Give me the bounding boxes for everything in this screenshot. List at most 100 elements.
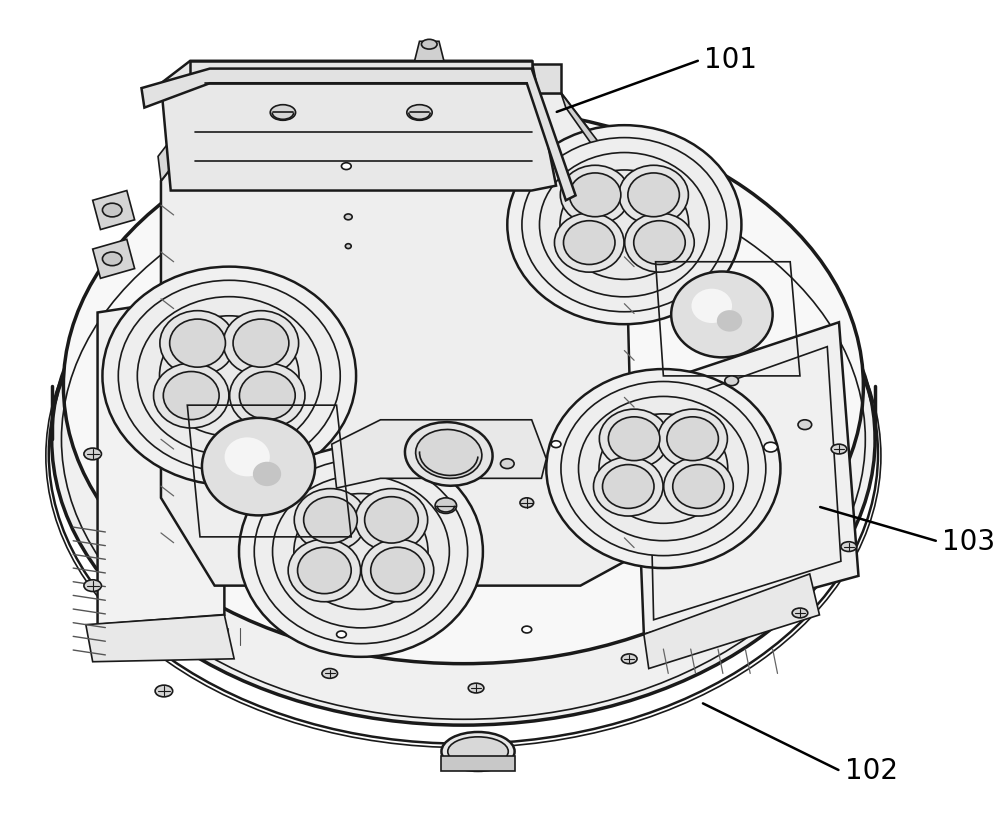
Ellipse shape <box>603 465 654 509</box>
Ellipse shape <box>554 213 624 272</box>
Ellipse shape <box>658 409 727 468</box>
Ellipse shape <box>270 105 296 120</box>
Ellipse shape <box>294 494 428 610</box>
Polygon shape <box>229 63 561 93</box>
Ellipse shape <box>337 631 346 638</box>
Ellipse shape <box>520 498 534 508</box>
Ellipse shape <box>717 310 742 332</box>
Ellipse shape <box>63 108 863 663</box>
Ellipse shape <box>593 457 663 516</box>
Ellipse shape <box>294 489 367 551</box>
Ellipse shape <box>225 437 270 477</box>
Polygon shape <box>98 293 224 625</box>
Ellipse shape <box>619 165 688 225</box>
Ellipse shape <box>634 221 685 264</box>
Ellipse shape <box>273 475 449 628</box>
Polygon shape <box>415 41 444 61</box>
Ellipse shape <box>667 416 718 461</box>
Polygon shape <box>86 615 234 662</box>
Ellipse shape <box>561 382 766 556</box>
Ellipse shape <box>84 448 101 460</box>
Ellipse shape <box>792 608 808 618</box>
Ellipse shape <box>223 310 299 375</box>
Ellipse shape <box>254 459 468 644</box>
Ellipse shape <box>239 371 295 420</box>
Ellipse shape <box>500 458 514 468</box>
Polygon shape <box>644 574 819 668</box>
Ellipse shape <box>441 732 515 771</box>
Ellipse shape <box>435 498 457 514</box>
Ellipse shape <box>841 542 857 551</box>
Polygon shape <box>561 93 634 191</box>
Ellipse shape <box>563 221 615 264</box>
Ellipse shape <box>448 737 508 766</box>
Ellipse shape <box>365 497 418 543</box>
Ellipse shape <box>831 444 847 454</box>
Ellipse shape <box>239 446 483 657</box>
Text: 103: 103 <box>942 528 996 556</box>
Ellipse shape <box>798 420 812 430</box>
Ellipse shape <box>522 137 727 312</box>
Ellipse shape <box>579 397 748 541</box>
Ellipse shape <box>102 252 122 266</box>
Ellipse shape <box>416 430 482 478</box>
Ellipse shape <box>163 371 219 420</box>
Ellipse shape <box>421 40 437 49</box>
Ellipse shape <box>304 497 357 543</box>
Ellipse shape <box>621 654 637 663</box>
Ellipse shape <box>361 539 434 602</box>
Polygon shape <box>441 756 515 771</box>
Ellipse shape <box>233 319 289 367</box>
Ellipse shape <box>691 289 732 323</box>
Ellipse shape <box>154 363 229 428</box>
Ellipse shape <box>230 363 305 428</box>
Ellipse shape <box>539 152 709 297</box>
Ellipse shape <box>664 457 733 516</box>
Ellipse shape <box>725 376 738 386</box>
Polygon shape <box>93 239 135 278</box>
Ellipse shape <box>628 173 679 216</box>
Ellipse shape <box>599 409 669 468</box>
Ellipse shape <box>137 296 321 455</box>
Ellipse shape <box>160 316 299 436</box>
Ellipse shape <box>52 153 875 725</box>
Polygon shape <box>634 323 858 635</box>
Ellipse shape <box>202 418 315 515</box>
Ellipse shape <box>673 465 724 509</box>
Polygon shape <box>161 61 556 191</box>
Ellipse shape <box>671 272 773 357</box>
Ellipse shape <box>407 105 432 120</box>
Ellipse shape <box>322 668 338 678</box>
Ellipse shape <box>468 683 484 693</box>
Ellipse shape <box>160 310 235 375</box>
Ellipse shape <box>551 441 561 448</box>
Ellipse shape <box>522 626 532 633</box>
Ellipse shape <box>560 165 630 225</box>
Ellipse shape <box>625 213 694 272</box>
Ellipse shape <box>405 422 493 486</box>
Ellipse shape <box>170 319 225 367</box>
Ellipse shape <box>345 244 351 249</box>
Ellipse shape <box>764 442 778 452</box>
Ellipse shape <box>288 539 361 602</box>
Ellipse shape <box>599 414 728 523</box>
Ellipse shape <box>507 125 741 324</box>
Polygon shape <box>332 420 546 488</box>
Ellipse shape <box>371 547 424 593</box>
Ellipse shape <box>84 579 101 592</box>
Ellipse shape <box>118 281 340 472</box>
Ellipse shape <box>569 173 621 216</box>
Ellipse shape <box>560 170 689 280</box>
Ellipse shape <box>253 462 281 486</box>
Polygon shape <box>190 61 532 83</box>
Polygon shape <box>161 93 634 586</box>
Text: 102: 102 <box>845 757 898 785</box>
Ellipse shape <box>155 685 173 697</box>
Text: 101: 101 <box>704 46 757 74</box>
Ellipse shape <box>344 214 352 220</box>
Ellipse shape <box>355 489 428 551</box>
Polygon shape <box>158 63 229 181</box>
Ellipse shape <box>102 267 356 485</box>
Ellipse shape <box>102 203 122 217</box>
Ellipse shape <box>546 369 780 568</box>
